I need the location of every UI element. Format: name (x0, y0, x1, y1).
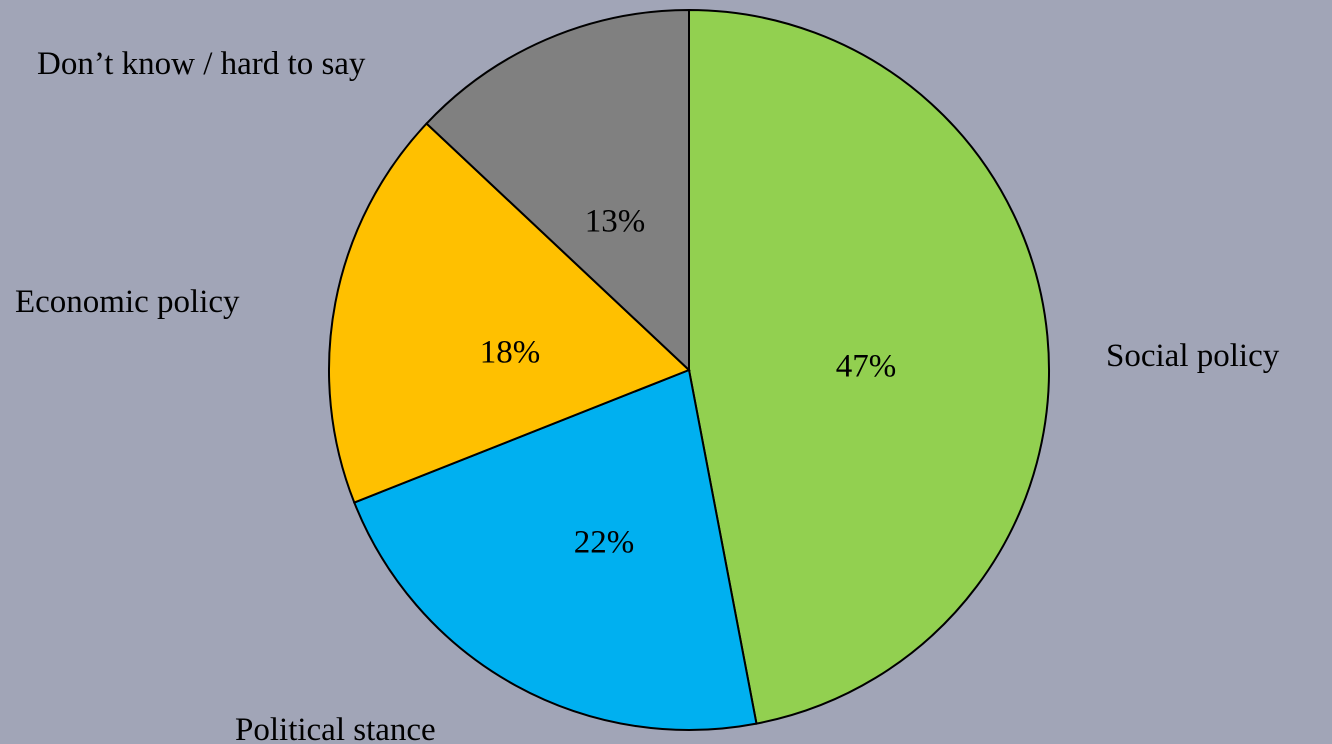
data-label-political-stance: 22% (574, 525, 635, 561)
pie-slice-don-t-know-hard-to-say (425, 8, 690, 373)
data-label-economic-policy: 18% (480, 335, 541, 371)
pie-slice-social-policy (688, 8, 1050, 725)
pie-data-labels: 47% 22% 18% 13% (480, 204, 897, 561)
pie-slices (328, 8, 1050, 731)
category-label-political-stance: Political stance (235, 712, 436, 744)
data-label-social-policy: 47% (836, 349, 897, 385)
category-label-don-t-know-hard-to-say: Don’t know / hard to say (37, 46, 366, 82)
pie-slice-political-stance (352, 368, 758, 731)
pie-category-labels: Social policy Political stance Economic po… (15, 46, 1280, 744)
pie-slice-economic-policy (328, 122, 691, 504)
category-label-economic-policy: Economic policy (15, 284, 240, 320)
data-label-don-t-know-hard-to-say: 13% (585, 204, 646, 240)
category-label-social-policy: Social policy (1106, 338, 1280, 374)
